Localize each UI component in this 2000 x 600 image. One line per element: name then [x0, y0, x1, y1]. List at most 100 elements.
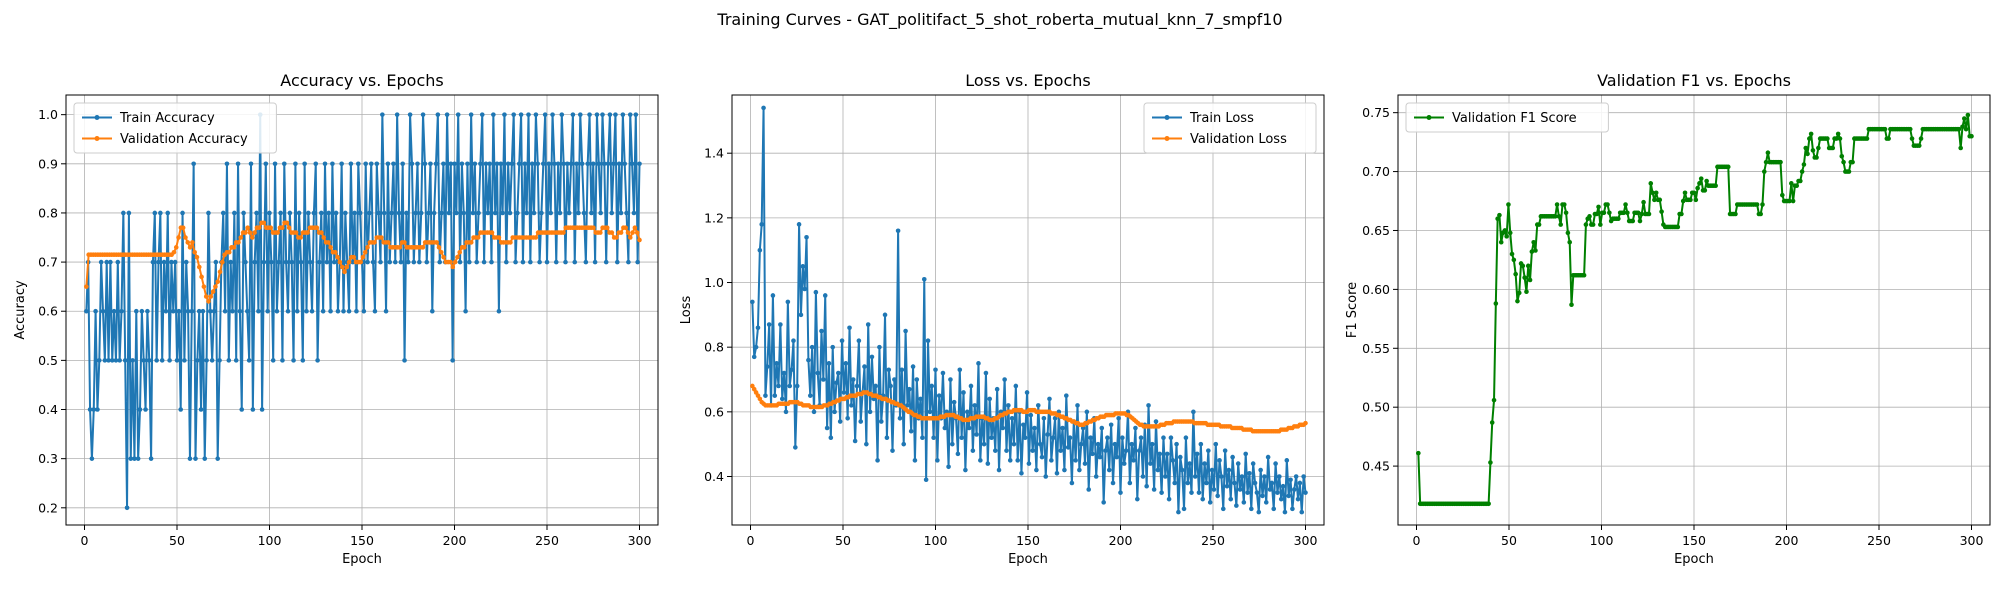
data-point: [1123, 448, 1129, 453]
data-point: [95, 407, 100, 412]
data-point: [1049, 458, 1054, 463]
x-tick-label: 300: [628, 533, 652, 548]
data-point: [332, 249, 338, 255]
data-point: [342, 269, 347, 275]
data-point: [1594, 211, 1600, 217]
data-point: [1129, 441, 1135, 447]
data-point: [109, 358, 115, 363]
data-point: [791, 338, 796, 344]
data-point: [245, 225, 250, 230]
data-point: [1511, 257, 1517, 263]
data-point: [1065, 445, 1071, 450]
y-tick-label: 0.7: [38, 255, 58, 270]
data-point: [892, 377, 897, 382]
data-point: [385, 240, 391, 245]
data-point: [1224, 483, 1230, 489]
data-point: [785, 299, 791, 305]
data-point: [1531, 239, 1536, 245]
data-point: [275, 230, 280, 235]
chart-panel-2: 0 50 100 150 200 250 300 0.4 0.6 0.8 1.0 1.2 1.4 Loss…: [679, 71, 1325, 567]
data-point: [1522, 275, 1527, 280]
data-point: [239, 407, 245, 412]
data-point: [869, 354, 875, 360]
y-tick-label: 0.45: [1362, 459, 1390, 474]
data-point: [776, 383, 781, 389]
data-point: [1907, 126, 1913, 132]
data-point: [335, 254, 340, 260]
data-point: [1021, 422, 1026, 428]
data-point: [352, 210, 357, 216]
data-point: [602, 161, 607, 167]
data-point: [360, 254, 366, 260]
data-point: [394, 112, 400, 117]
y-tick-label: 0.60: [1362, 282, 1390, 297]
data-point: [254, 210, 259, 216]
data-point: [553, 259, 559, 265]
x-tick-label: 300: [1960, 533, 1984, 548]
data-point: [328, 308, 333, 314]
data-point: [789, 367, 794, 373]
data-point: [624, 210, 629, 216]
y-axis-label: F1 Score: [1345, 282, 1360, 338]
data-point: [87, 407, 93, 412]
x-tick-label: 150: [1016, 533, 1040, 548]
data-point: [467, 259, 472, 265]
data-point: [1045, 432, 1050, 437]
data-point: [604, 225, 610, 230]
data-point: [1116, 416, 1121, 421]
x-tick-label: 100: [258, 533, 282, 548]
data-point: [237, 308, 243, 314]
data-point: [1297, 480, 1303, 486]
data-point: [828, 435, 834, 441]
chart-panel-1: 0 50 100 150 200 250 300 0.2 0.3 0.4 0.5 0.6 0.7 0.8 0…: [13, 71, 659, 567]
data-point: [187, 245, 193, 250]
data-point: [914, 377, 920, 382]
data-point: [448, 259, 453, 265]
data-point: [437, 259, 443, 265]
data-point: [1166, 496, 1172, 502]
data-point: [1794, 183, 1800, 189]
series-2: [750, 383, 1308, 434]
data-point: [576, 210, 581, 216]
data-point: [226, 358, 232, 363]
y-tick-label: 0.55: [1362, 341, 1390, 356]
data-point: [507, 210, 513, 216]
data-point: [845, 416, 850, 421]
data-point: [822, 293, 828, 298]
data-point: [765, 364, 770, 369]
data-point: [444, 112, 450, 117]
data-point: [134, 308, 139, 314]
data-point: [1019, 470, 1024, 476]
data-point: [590, 161, 596, 167]
data-point: [770, 293, 776, 298]
data-point: [615, 259, 620, 265]
data-point: [1830, 145, 1836, 151]
data-point: [779, 396, 785, 402]
data-point: [1562, 202, 1567, 207]
data-point: [509, 161, 515, 167]
data-point: [1506, 202, 1511, 207]
data-point: [757, 247, 763, 253]
data-point: [927, 409, 933, 415]
data-point: [1803, 145, 1809, 151]
data-point: [1616, 216, 1621, 221]
data-point: [555, 161, 561, 167]
data-point: [750, 299, 755, 305]
x-tick-label: 200: [443, 533, 467, 548]
data-point: [238, 235, 244, 240]
data-point: [1605, 202, 1610, 207]
data-point: [479, 112, 485, 117]
data-point: [895, 228, 901, 234]
data-point: [849, 403, 854, 408]
data-point: [420, 112, 426, 117]
data-point: [1814, 155, 1819, 160]
data-point: [921, 276, 927, 282]
data-point: [1230, 454, 1235, 460]
data-point: [196, 308, 202, 314]
data-point: [635, 259, 640, 265]
data-point: [1486, 501, 1491, 507]
data-point: [515, 210, 520, 216]
data-point: [1587, 214, 1592, 219]
data-point: [565, 161, 570, 167]
